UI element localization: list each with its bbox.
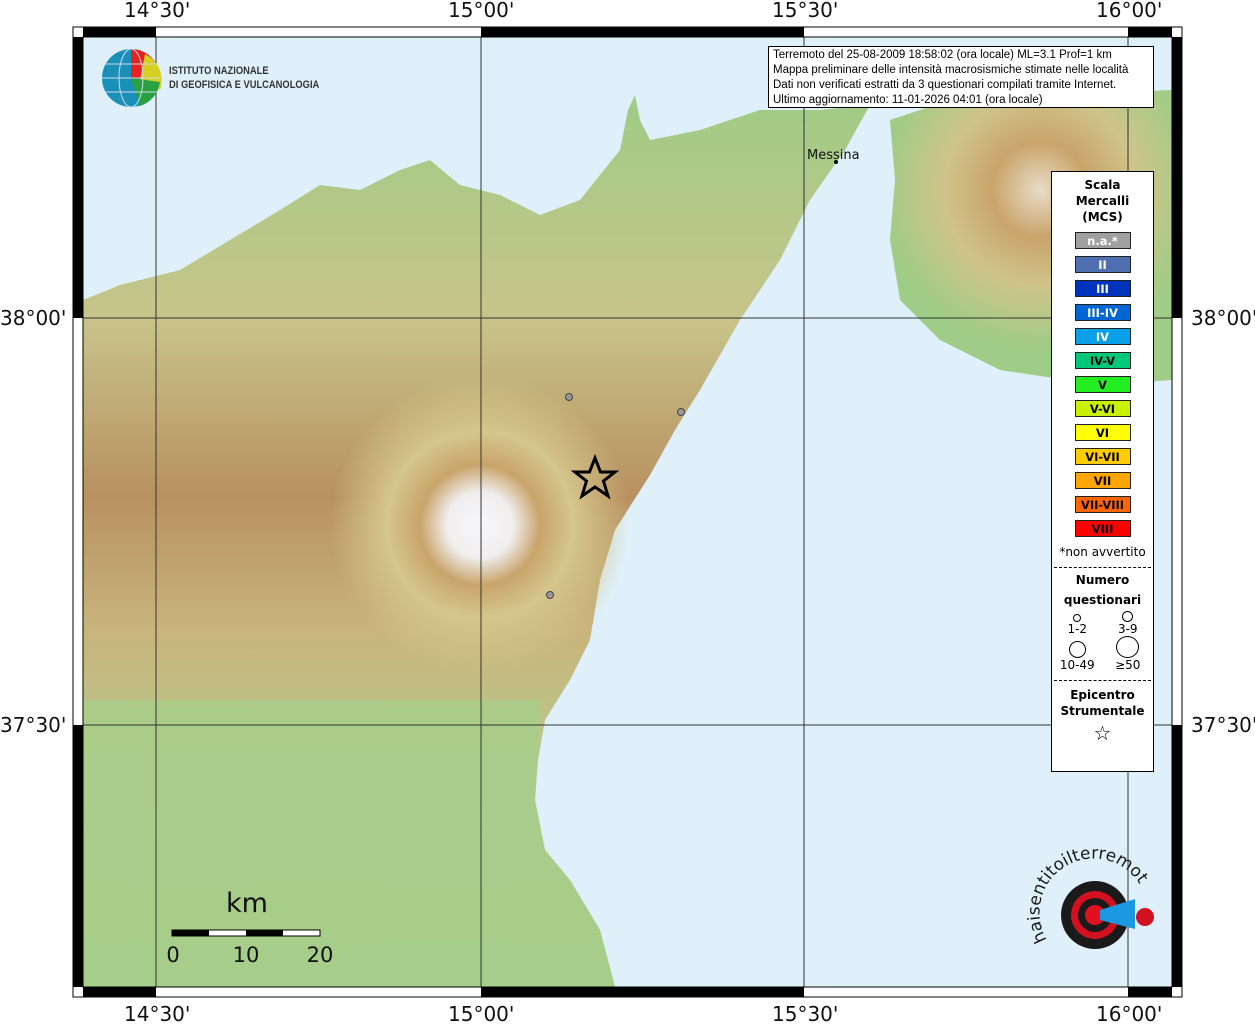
lon-label-top: 14°30' [124, 0, 191, 22]
intensity-swatch: V-VI [1074, 400, 1131, 417]
scale-unit: km [226, 888, 268, 919]
ingv-logo-text: ISTITUTO NAZIONALE DI GEOFISICA E VULCAN… [169, 64, 319, 92]
questionnaire-points [546, 393, 685, 599]
circle-large-icon [1068, 641, 1086, 658]
circle-medium-icon [1122, 611, 1134, 622]
legend-title-line: Mercalli [1075, 194, 1130, 208]
epicenter-title: Epicentro Strumentale [1052, 687, 1153, 719]
epicenter-star-icon [570, 453, 620, 500]
count-label: 1-2 [1067, 622, 1088, 636]
circle-small-icon [1073, 614, 1082, 622]
messina-marker [834, 160, 838, 164]
epicenter-title-line: Strumentale [1060, 704, 1145, 718]
lon-label-top: 15°00' [448, 0, 515, 22]
lat-label-left: 38°00' [0, 306, 67, 330]
info-line: Mappa preliminare delle intensità macros… [773, 64, 1129, 76]
intensity-scale: n.a.* II III III-IV IV IV-V V V-VI VI VI-VII VII VI… [1052, 232, 1153, 537]
scale-label: 20 [306, 943, 334, 967]
legend-title-line: (MCS) [1082, 210, 1123, 224]
place-label-messina: Messina [807, 148, 860, 163]
ingv-line1: ISTITUTO NAZIONALE [169, 65, 269, 77]
count-title-line: Numero [1075, 573, 1130, 587]
intensity-swatch: VI [1074, 424, 1131, 441]
intensity-swatch: III-IV [1074, 304, 1131, 321]
circle-xlarge-icon [1116, 636, 1140, 658]
ingv-logo-globe [102, 48, 162, 108]
lon-label-top: 15°30' [772, 0, 839, 22]
count-title-line: questionari [1063, 593, 1142, 607]
intensity-point [565, 393, 573, 401]
intensity-swatch: n.a.* [1074, 232, 1131, 249]
divider [1054, 680, 1151, 681]
legend-title: Scala Mercalli (MCS) [1052, 177, 1153, 225]
lon-label-bottom: 14°30' [124, 1002, 191, 1026]
count-symbols: 1-2 3-9 10-49 ≥50 [1052, 610, 1153, 672]
etna-volcano [330, 375, 630, 675]
intensity-point [677, 408, 685, 416]
map-frame [72, 26, 1183, 998]
ingv-line2: DI GEOFISICA E VULCANOLOGIA [169, 79, 320, 91]
info-line: Dati non verificati estratti da 3 questi… [773, 79, 1117, 91]
count-title: Numero questionari [1052, 570, 1153, 610]
divider [1054, 567, 1151, 568]
scale-label: 10 [232, 943, 260, 967]
intensity-swatch: III [1074, 280, 1131, 297]
lon-label-bottom: 15°00' [448, 1002, 515, 1026]
lat-label-right: 37°30' [1191, 713, 1255, 737]
info-line: Terremoto del 25-08-2009 18:58:02 (ora l… [773, 49, 1112, 61]
epicenter-title-line: Epicentro [1070, 688, 1135, 702]
intensity-point [546, 591, 554, 599]
scale-label: 0 [166, 943, 180, 967]
intensity-swatch: VII-VIII [1074, 496, 1131, 513]
legend: Scala Mercalli (MCS) n.a.* II III III-IV IV I… [1051, 171, 1154, 772]
intensity-swatch: IV-V [1074, 352, 1131, 369]
info-line: Ultimo aggiornamento: 11-01-2026 04:01 (… [773, 94, 1043, 106]
intensity-swatch: VII [1074, 472, 1131, 489]
intensity-swatch: II [1074, 256, 1131, 273]
lon-label-bottom: 15°30' [772, 1002, 839, 1026]
count-label: 10-49 [1059, 658, 1095, 672]
epicenter-star-icon: ☆ [1093, 721, 1112, 745]
lon-label-bottom: 16°00' [1096, 1002, 1163, 1026]
intensity-swatch: V [1074, 376, 1131, 393]
intensity-swatch: VI-VII [1074, 448, 1131, 465]
legend-note: *non avvertito [1059, 545, 1146, 559]
lat-label-left: 37°30' [0, 713, 67, 737]
legend-title-line: Scala [1084, 178, 1121, 192]
count-label: ≥50 [1115, 658, 1141, 672]
scale-bar [171, 929, 321, 937]
lon-label-top: 16°00' [1096, 0, 1163, 22]
intensity-swatch: IV [1074, 328, 1131, 345]
event-info-box: Terremoto del 25-08-2009 18:58:02 (ora l… [768, 46, 1154, 108]
lat-label-right: 38°00' [1191, 306, 1255, 330]
intensity-swatch: VIII [1074, 520, 1131, 537]
count-label: 3-9 [1117, 622, 1138, 636]
